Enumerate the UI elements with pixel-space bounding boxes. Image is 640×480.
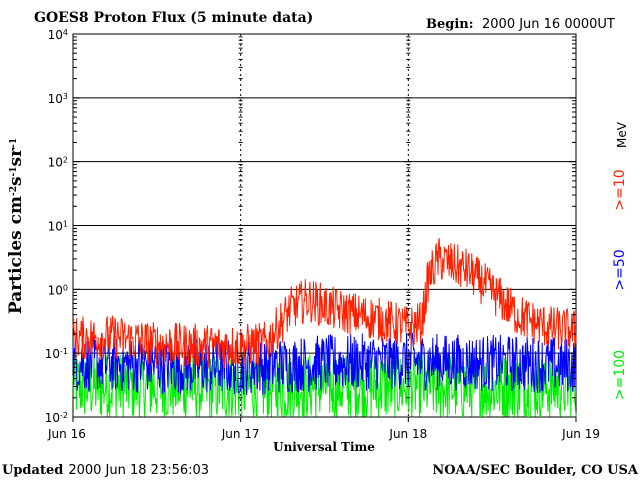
plot-axes: 10-2 10-1 100 101 102 103 104 Jun 16 Jun 17 Jun 1…: [45, 28, 600, 442]
legend-unit: MeV: [615, 121, 629, 148]
y-tick-label: 10-2: [45, 411, 68, 426]
y-tick-label: 100: [48, 283, 68, 298]
x-tick-label: Jun 17: [221, 427, 260, 441]
legend-series-100: >=100: [612, 350, 628, 400]
y-axis-label-exp3: -1: [9, 138, 19, 148]
x-axis-label: Universal Time: [273, 440, 375, 454]
chart-title: GOES8 Proton Flux (5 minute data): [34, 10, 313, 26]
begin-value: 2000 Jun 16 0000UT: [482, 17, 615, 32]
footer-credit: NOAA/SEC Boulder, CO USA: [432, 463, 639, 478]
footer-updated-label: Updated: [2, 463, 63, 478]
y-tick-label: 10-1: [45, 347, 68, 362]
y-axis-label-exp1: -2: [9, 186, 19, 196]
x-tick-label: Jun 19: [561, 427, 600, 441]
y-tick-label: 103: [48, 91, 68, 106]
legend-series-50: >=50: [612, 249, 628, 290]
y-axis-label-sr: sr: [6, 147, 26, 167]
y-axis-label-exp2: -1: [9, 166, 19, 176]
footer-updated: Updated 2000 Jun 18 23:56:03: [2, 463, 209, 478]
y-tick-label: 104: [48, 28, 68, 43]
y-axis-label-main: Particles cm: [6, 196, 26, 314]
y-tick-label: 101: [48, 219, 68, 234]
y-axis-label-s: s: [6, 176, 26, 186]
y-axis-label: Particles cm-2s-1sr-1: [6, 138, 26, 314]
x-tick-label: Jun 18: [388, 427, 427, 441]
legend-series-10: >=10: [612, 169, 628, 210]
series-line-1: [72, 332, 577, 396]
plot-series: [72, 238, 577, 419]
x-tick-label: Jun 16: [47, 427, 86, 441]
series-line-0: [72, 238, 577, 369]
footer-updated-value: 2000 Jun 18 23:56:03: [68, 463, 209, 478]
begin-label: Begin:: [426, 17, 474, 32]
y-tick-label: 102: [48, 155, 68, 170]
